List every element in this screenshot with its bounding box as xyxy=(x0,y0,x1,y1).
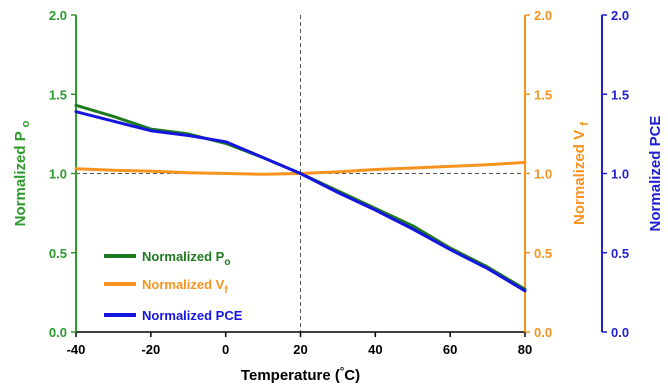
right-2-tick-label: 0.0 xyxy=(611,325,629,340)
left-tick-label: 0.0 xyxy=(49,325,67,340)
series-line-3 xyxy=(74,110,527,293)
right-1-tick-label: 0.5 xyxy=(534,246,552,261)
left-tick-label: 2.0 xyxy=(49,8,67,23)
right-1-tick-label: 1.0 xyxy=(534,167,552,182)
x-axis-title: Temperature (°C) xyxy=(241,366,360,384)
x-tick-label: -40 xyxy=(67,342,86,357)
x-tick-label: 0 xyxy=(222,342,229,357)
x-tick-label: -20 xyxy=(141,342,160,357)
right-1-tick-label: 0.0 xyxy=(534,325,552,340)
x-tick-label: 40 xyxy=(368,342,382,357)
left-tick-label: 1.0 xyxy=(49,167,67,182)
right-axis-2-title: Normalized PCE xyxy=(647,116,664,232)
right-1-tick-label: 1.5 xyxy=(534,87,552,102)
left-axis-title: Normalized P o xyxy=(12,120,32,226)
legend-label-1: Normalized Po xyxy=(142,249,230,268)
x-tick-label: 80 xyxy=(518,342,532,357)
right-2-tick-label: 2.0 xyxy=(611,8,629,23)
legend-label-2: Normalized Vf xyxy=(142,277,228,296)
right-axis-1-title: Normalized V f xyxy=(571,122,591,225)
right-1-tick-label: 2.0 xyxy=(534,8,552,23)
x-tick-label: 60 xyxy=(443,342,457,357)
legend-label-3: Normalized PCE xyxy=(142,308,243,323)
left-tick-label: 0.5 xyxy=(49,246,67,261)
right-2-tick-label: 1.5 xyxy=(611,87,629,102)
x-tick-label: 20 xyxy=(293,342,307,357)
left-tick-label: 1.5 xyxy=(49,87,67,102)
right-2-tick-label: 0.5 xyxy=(611,246,629,261)
right-2-tick-label: 1.0 xyxy=(611,167,629,182)
